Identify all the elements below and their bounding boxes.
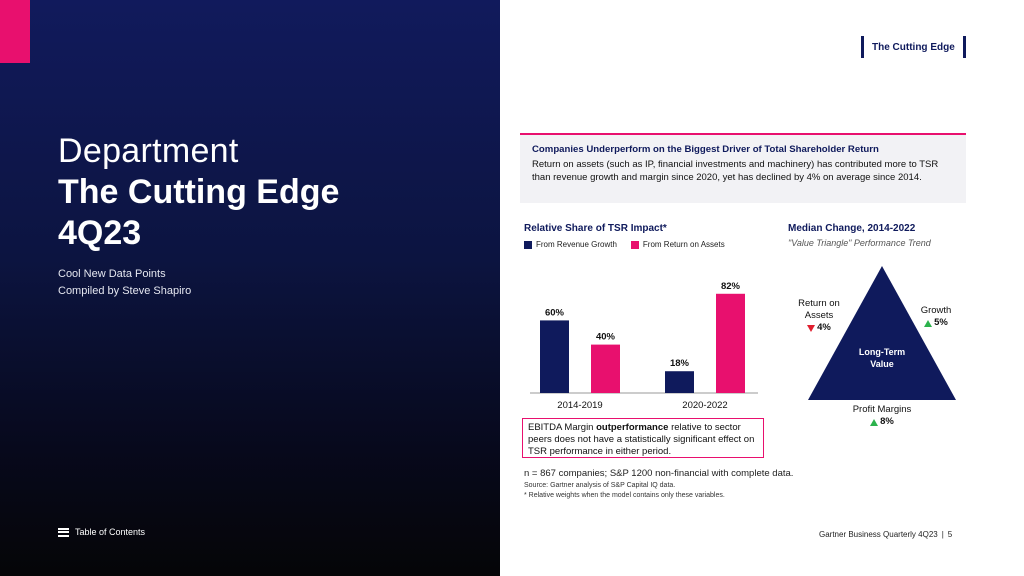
list-icon	[58, 527, 69, 537]
category-tick-label: 2020-2022	[682, 400, 727, 411]
triangle-title: Median Change, 2014-2022	[788, 223, 916, 234]
value-triangle	[808, 266, 956, 400]
bar-data-label: 18%	[670, 358, 690, 369]
growth-change-value: 5%	[934, 317, 948, 328]
margin-change-value: 8%	[880, 416, 894, 427]
bar-data-label: 60%	[545, 307, 565, 318]
legend-item-revenue: From Revenue Growth	[524, 240, 617, 249]
sample-note: n = 867 companies; S&P 1200 non-financia…	[524, 468, 794, 479]
bar	[665, 371, 694, 393]
legend-label-roa: From Return on Assets	[642, 240, 725, 249]
margin-label-text: Profit Margins	[852, 404, 912, 415]
chart-legend: From Revenue Growth From Return on Asset…	[524, 240, 725, 249]
section-tag-text: The Cutting Edge	[872, 41, 955, 53]
legend-item-roa: From Return on Assets	[630, 240, 725, 249]
cover-title: The Cutting Edge	[58, 173, 340, 211]
footer-page-number: 5	[947, 530, 953, 539]
weights-note: * Relative weights when the model contai…	[524, 492, 725, 499]
tag-right-bar	[962, 36, 966, 58]
chart-title: Relative Share of TSR Impact*	[524, 223, 667, 234]
growth-label-text: Growth	[920, 305, 952, 316]
ebitda-note: EBITDA Margin outperformance relative to…	[522, 418, 764, 458]
roa-line-2: Assets	[804, 310, 834, 321]
roa-change-value: 4%	[817, 322, 831, 333]
roa-line-1: Return on	[798, 298, 840, 309]
roa-label: Return on Assets 4%	[786, 298, 852, 334]
growth-change: 5%	[910, 317, 962, 329]
bar	[591, 344, 620, 393]
cover-panel: Department The Cutting Edge 4Q23 Cool Ne…	[0, 0, 500, 576]
section-tag: The Cutting Edge	[861, 36, 966, 58]
category-tick-label: 2014-2019	[557, 400, 602, 411]
note-text-before: EBITDA Margin	[528, 422, 597, 433]
down-triangle-icon	[807, 324, 816, 332]
growth-label: Growth 5%	[910, 305, 962, 329]
department-label: Department	[58, 132, 239, 170]
legend-swatch-revenue	[524, 240, 532, 249]
center-line-1: Long-Term	[858, 347, 906, 357]
margin-change: 8%	[838, 416, 926, 428]
triangle-subtitle: "Value Triangle" Performance Trend	[788, 238, 931, 248]
center-line-2: Value	[870, 359, 894, 369]
tsr-bar-chart: 60% 40% 2014-2019 18% 82% 2020-2022	[530, 281, 758, 411]
pink-accent-block	[0, 0, 30, 63]
value-triangle-shape	[808, 266, 956, 400]
bar-data-label: 40%	[596, 332, 616, 343]
table-of-contents-link[interactable]: Table of Contents	[58, 527, 145, 537]
callout-body: Return on assets (such as IP, financial …	[532, 159, 939, 183]
tag-left-bar	[861, 36, 864, 58]
callout-heading: Companies Underperform on the Biggest Dr…	[532, 144, 879, 155]
footer-separator: |	[941, 530, 944, 539]
roa-change: 4%	[786, 322, 852, 334]
toc-label: Table of Contents	[75, 527, 146, 537]
cover-tagline: Cool New Data Points	[58, 268, 166, 280]
bar	[540, 320, 569, 393]
page-footer: Gartner Business Quarterly 4Q23 | 5	[819, 530, 952, 539]
note-text-bold: outperformance	[596, 422, 669, 433]
legend-swatch-roa	[630, 240, 639, 249]
legend-label-revenue: From Revenue Growth	[536, 240, 617, 249]
triangle-center-label: Long-Term Value	[842, 346, 922, 370]
headline-callout: Companies Underperform on the Biggest Dr…	[520, 133, 966, 203]
margin-label: Profit Margins 8%	[838, 404, 926, 428]
up-triangle-icon	[870, 418, 879, 426]
bar	[716, 293, 745, 393]
cover-issue: 4Q23	[58, 214, 142, 252]
bar-data-label: 82%	[721, 281, 741, 292]
up-triangle-icon	[924, 319, 933, 327]
note-text-after: relative to sector peers does not have a…	[528, 422, 755, 457]
footer-publication: Gartner Business Quarterly 4Q23	[819, 530, 938, 539]
cover-byline: Compiled by Steve Shapiro	[58, 285, 192, 297]
source-note: Source: Gartner analysis of S&P Capital …	[524, 482, 676, 489]
